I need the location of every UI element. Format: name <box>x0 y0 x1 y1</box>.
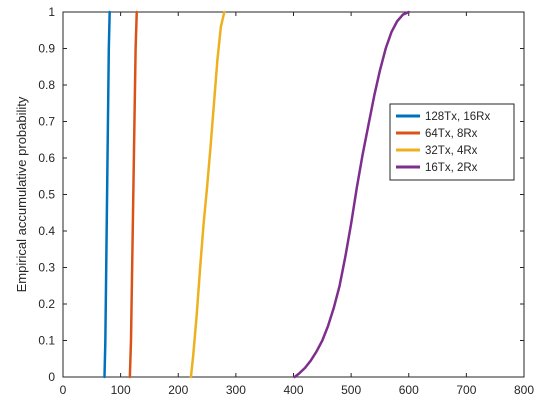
x-tick-label: 100 <box>111 383 131 397</box>
x-tick-label: 500 <box>341 383 361 397</box>
legend-label: 32Tx, 4Rx <box>425 145 478 157</box>
x-tick-label: 300 <box>226 383 246 397</box>
y-tick-labels: 0 0.1 0.2 0.3 0.4 0.5 0.6 0.7 0.8 0.9 1 <box>38 5 55 384</box>
y-tick-label: 0.5 <box>38 188 55 202</box>
legend-label: 16Tx, 2Rx <box>425 162 478 174</box>
y-tick-label: 0.9 <box>38 42 55 56</box>
series-line-4 <box>293 10 410 379</box>
y-tick-label: 0.6 <box>38 151 55 165</box>
x-tick-label: 600 <box>399 383 419 397</box>
y-tick-label: 0.2 <box>38 297 55 311</box>
legend-label: 64Tx, 8Rx <box>425 128 478 140</box>
y-tick-label: 0.4 <box>38 224 55 238</box>
x-tick-labels: 0 100 200 300 400 500 600 700 800 <box>60 383 535 397</box>
series-line-1 <box>103 10 111 379</box>
y-axis-label: Empirical accumulative probability <box>14 96 29 292</box>
x-tick-label: 200 <box>168 383 188 397</box>
x-tick-label: 0 <box>60 383 67 397</box>
axes-box <box>62 11 525 378</box>
x-tick-label: 400 <box>283 383 303 397</box>
x-tick-label: 800 <box>514 383 534 397</box>
y-tick-label: 0.7 <box>38 115 55 129</box>
y-tick-label: 0.3 <box>38 261 55 275</box>
y-tick-label: 0 <box>48 370 55 384</box>
legend: 128Tx, 16Rx 64Tx, 8Rx 32Tx, 4Rx 16Tx, 2Rx <box>389 103 515 181</box>
tick-marks <box>62 11 525 378</box>
y-tick-label: 0.8 <box>38 78 55 92</box>
y-tick-label: 0.1 <box>38 334 55 348</box>
plot-area <box>103 10 410 379</box>
x-tick-label: 700 <box>456 383 476 397</box>
y-tick-label: 1 <box>48 5 55 19</box>
series-line-2 <box>128 10 139 379</box>
series-line-3 <box>189 10 226 379</box>
legend-label: 128Tx, 16Rx <box>425 111 490 123</box>
